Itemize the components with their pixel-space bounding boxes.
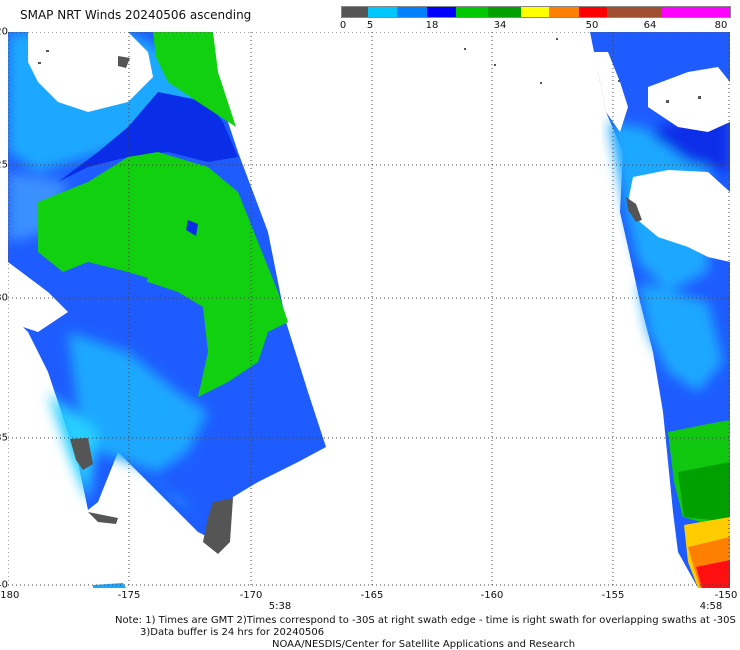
lon-label-170: -170 bbox=[239, 590, 263, 601]
right-swath-gap-top-right bbox=[648, 67, 730, 132]
colorbar-segment bbox=[549, 7, 579, 17]
map-grid bbox=[8, 32, 730, 588]
lat-label-35: -35 bbox=[0, 432, 8, 444]
note-line-1: Note: 1) Times are GMT 2)Times correspon… bbox=[115, 615, 736, 626]
colorbar-label-64: 64 bbox=[643, 20, 657, 31]
colorbar-segment bbox=[662, 7, 730, 17]
wind-map: -20 -25 -30 -35 -40 bbox=[0, 27, 730, 591]
colorbar-label-50: 50 bbox=[585, 20, 599, 31]
right-swath-red bbox=[696, 560, 730, 588]
colorbar-labels: 0 5 18 34 50 64 80 bbox=[0, 20, 740, 32]
colorbar-segment bbox=[456, 7, 489, 17]
lon-label-150: -150 bbox=[714, 590, 738, 601]
lon-label-160: -160 bbox=[480, 590, 504, 601]
colorbar-segment bbox=[397, 7, 427, 17]
colorbar-segment bbox=[607, 7, 663, 17]
right-swath-green-dark bbox=[678, 462, 730, 522]
right-swath-gap-mid bbox=[628, 170, 730, 262]
colorbar-segment bbox=[578, 7, 608, 17]
colorbar-segment bbox=[342, 7, 368, 17]
lat-label-20: -20 bbox=[0, 26, 8, 38]
swath-time-right: 4:58 bbox=[699, 601, 723, 612]
colorbar-label-5: 5 bbox=[366, 20, 374, 31]
credit-line: NOAA/NESDIS/Center for Satellite Applica… bbox=[272, 639, 576, 650]
colorbar-segment bbox=[426, 7, 457, 17]
colorbar-label-34: 34 bbox=[493, 20, 507, 31]
wind-speed-colorbar bbox=[341, 6, 731, 18]
left-swath-hole bbox=[128, 272, 148, 290]
land-patch-1 bbox=[70, 438, 93, 470]
lat-label-40: -40 bbox=[0, 579, 8, 591]
land-patch-2 bbox=[88, 512, 118, 524]
note-line-2: 3)Data buffer is 24 hrs for 20240506 bbox=[140, 627, 325, 638]
lon-label-155: -155 bbox=[601, 590, 625, 601]
colorbar-label-0: 0 bbox=[339, 20, 347, 31]
left-swath-green-region-main bbox=[38, 152, 288, 397]
colorbar-segment bbox=[488, 7, 521, 17]
land-speckles bbox=[38, 38, 701, 103]
lat-label-25: -25 bbox=[0, 159, 8, 171]
swath-time-left: 5:38 bbox=[268, 601, 292, 612]
lon-label-175: -175 bbox=[117, 590, 141, 601]
map-title: SMAP NRT Winds 20240506 ascending bbox=[20, 8, 252, 22]
left-swath-hole-small bbox=[186, 220, 198, 236]
left-swath-gap-top bbox=[28, 32, 153, 112]
colorbar-segment bbox=[520, 7, 550, 17]
wind-map-canvas bbox=[8, 32, 730, 588]
right-swath-land bbox=[626, 197, 642, 222]
lat-label-30: -30 bbox=[0, 292, 8, 304]
colorbar-segment bbox=[367, 7, 398, 17]
right-swath-gap-top bbox=[590, 52, 628, 132]
lon-label-180: -180 bbox=[0, 590, 20, 601]
left-swath-dark-band bbox=[58, 92, 238, 182]
left-swath-gap-left bbox=[8, 262, 68, 332]
lon-label-165: -165 bbox=[360, 590, 384, 601]
colorbar-label-18: 18 bbox=[425, 20, 439, 31]
colorbar-label-80: 80 bbox=[714, 20, 728, 31]
left-swath-bottom-sliver bbox=[93, 583, 126, 588]
land-patch-3 bbox=[203, 498, 233, 554]
land-patch-4 bbox=[118, 56, 130, 68]
left-swath-green-region bbox=[153, 32, 236, 127]
